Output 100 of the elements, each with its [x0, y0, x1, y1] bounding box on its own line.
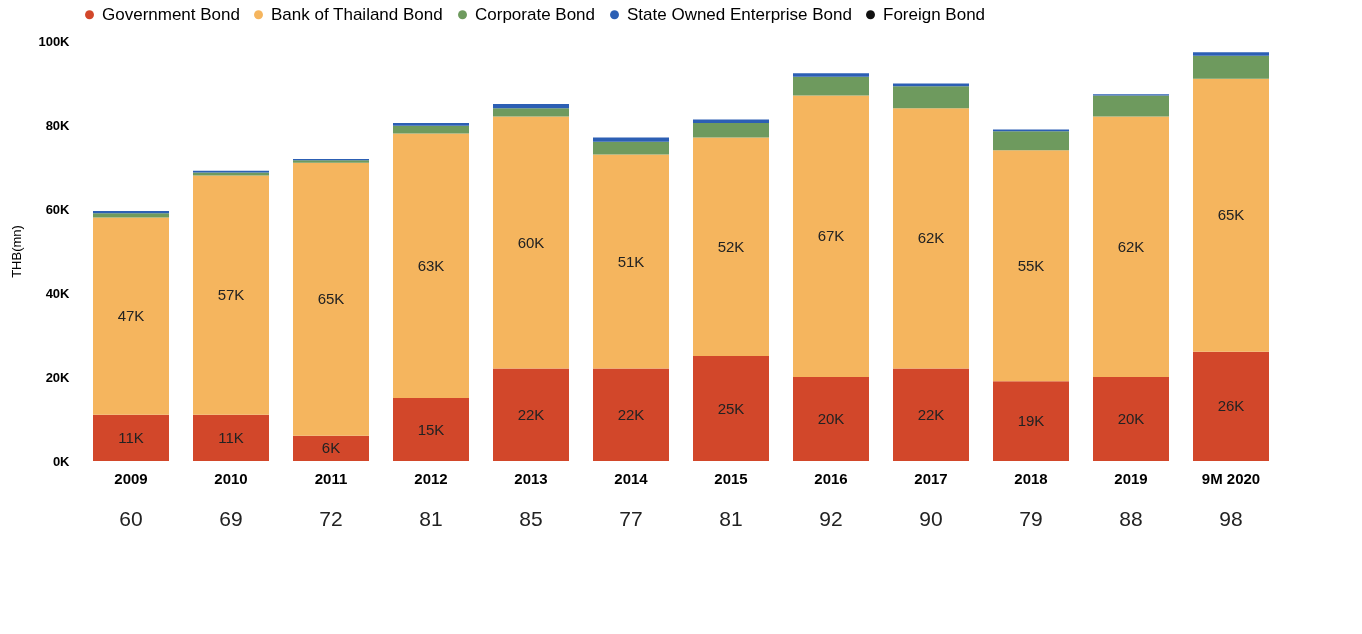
data-label: 65K — [1217, 206, 1245, 224]
legend-label: Government Bond — [102, 4, 240, 24]
bar — [293, 162, 369, 436]
data-label: 15K — [417, 420, 445, 438]
bar — [1093, 377, 1169, 461]
bar — [593, 368, 669, 461]
bar — [493, 104, 569, 109]
total-label: 85 — [519, 507, 543, 530]
x-tick-label: 2018 — [1014, 469, 1048, 487]
x-tick-label: 2014 — [614, 469, 649, 487]
bar — [1093, 95, 1169, 117]
data-label: 19K — [1017, 412, 1045, 430]
data-label: 47K — [117, 307, 145, 325]
bar — [1193, 52, 1269, 56]
bar — [893, 108, 969, 369]
x-tick-label: 2016 — [814, 469, 848, 487]
bar — [493, 108, 569, 117]
bar — [993, 150, 1069, 382]
bar — [393, 398, 469, 461]
bar — [93, 217, 169, 415]
total-label: 81 — [419, 507, 443, 530]
bar — [993, 131, 1069, 151]
total-label: 69 — [219, 507, 243, 530]
bar — [1193, 78, 1269, 352]
bar — [793, 377, 869, 461]
data-label: 22K — [917, 405, 945, 423]
x-tick-label: 2013 — [514, 469, 548, 487]
data-label: 26K — [1217, 397, 1245, 415]
total-label: 60 — [119, 507, 143, 530]
bar — [893, 368, 969, 461]
x-tick-label: 2010 — [214, 469, 248, 487]
y-axis-title: THB(mn) — [9, 225, 25, 278]
data-label: 6K — [321, 439, 341, 457]
bar — [693, 137, 769, 356]
bar — [393, 133, 469, 398]
legend-label: Bank of Thailand Bond — [271, 4, 443, 24]
bar — [593, 141, 669, 155]
x-tick-label: 2017 — [914, 469, 948, 487]
data-label: 57K — [217, 286, 245, 304]
data-label: 11K — [218, 428, 244, 446]
total-label: 79 — [1019, 507, 1043, 530]
y-tick-label: 0K — [52, 453, 71, 469]
data-label: 22K — [517, 405, 545, 423]
data-label: 20K — [817, 410, 845, 427]
bar — [1193, 351, 1269, 461]
bar — [793, 95, 869, 377]
bar — [1093, 116, 1169, 377]
data-label: 52K — [717, 237, 745, 255]
x-tick-label: 2012 — [414, 469, 448, 487]
total-label: 72 — [319, 507, 343, 530]
bar — [393, 125, 469, 134]
data-label: 62K — [1117, 237, 1145, 255]
bar — [893, 86, 969, 109]
x-tick-label: 2009 — [114, 469, 148, 487]
y-tick-label: 100K — [38, 33, 71, 49]
bar — [693, 356, 769, 461]
data-label: 67K — [817, 227, 845, 245]
bar — [793, 76, 869, 96]
data-label: 55K — [1017, 256, 1045, 274]
bar — [293, 435, 369, 461]
x-tick-label: 2019 — [1114, 469, 1148, 487]
bar — [993, 381, 1069, 461]
legend-label: Foreign Bond — [883, 4, 986, 24]
bar — [1193, 55, 1269, 79]
y-tick-label: 20K — [45, 369, 71, 385]
data-label: 63K — [417, 256, 445, 274]
bar — [493, 368, 569, 461]
legend-label: Corporate Bond — [475, 4, 596, 24]
y-tick-label: 40K — [45, 285, 71, 301]
data-label: 20K — [1117, 410, 1145, 427]
data-label: 51K — [617, 252, 645, 270]
total-label: 81 — [719, 507, 743, 530]
total-label: 77 — [619, 507, 643, 530]
total-label: 90 — [919, 507, 943, 530]
bar — [393, 122, 469, 126]
bar — [193, 414, 269, 461]
data-label: 65K — [317, 290, 345, 308]
bar — [93, 211, 169, 214]
bar — [593, 154, 669, 369]
x-tick-label: 2011 — [314, 469, 348, 487]
y-tick-label: 80K — [45, 117, 71, 133]
x-tick-label: 9M 2020 — [1201, 469, 1261, 487]
bar — [593, 137, 669, 142]
data-label: 11K — [118, 428, 144, 446]
bar — [693, 122, 769, 138]
total-label: 88 — [1119, 507, 1143, 530]
bar — [193, 175, 269, 415]
bar — [493, 116, 569, 369]
bar — [93, 213, 169, 218]
y-tick-label: 60K — [45, 201, 71, 217]
bar — [893, 83, 969, 87]
total-label: 98 — [1219, 507, 1243, 530]
total-label: 92 — [819, 507, 843, 530]
legend-label: State Owned Enterprise Bond — [627, 4, 852, 24]
data-label: 62K — [917, 229, 945, 247]
x-tick-label: 2015 — [714, 469, 748, 487]
bar — [793, 73, 869, 77]
data-label: 22K — [617, 405, 645, 423]
data-label: 25K — [717, 399, 745, 417]
bar — [93, 414, 169, 461]
